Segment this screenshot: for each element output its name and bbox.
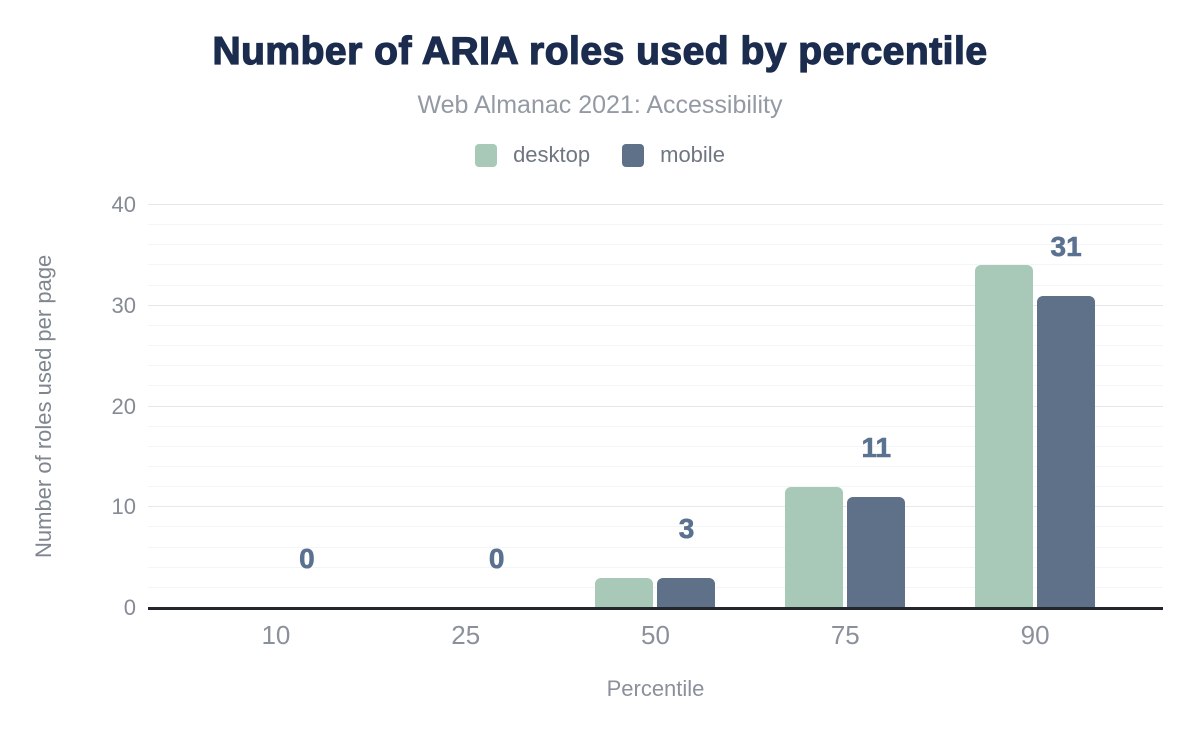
y-tick-label-30: 30	[111, 292, 136, 318]
minor-gridline	[148, 465, 1163, 467]
chart-legend: desktop mobile	[0, 142, 1200, 168]
major-gridline	[148, 405, 1163, 407]
bar-mobile-50[interactable]	[657, 577, 716, 608]
bar-value-label-75: 11	[861, 432, 892, 464]
y-axis-title: Number of roles used per page	[31, 254, 56, 559]
bar-desktop-50[interactable]	[595, 577, 654, 608]
major-gridline	[148, 506, 1163, 508]
minor-gridline	[148, 385, 1163, 387]
bar-value-label-10: 0	[299, 543, 315, 574]
major-gridline	[148, 304, 1163, 306]
bars-layer: 0 10 0 25 3 50 11 75 31 90	[148, 205, 1163, 650]
minor-gridline	[148, 425, 1163, 427]
legend-label: mobile	[660, 142, 725, 167]
legend-label: desktop	[513, 142, 591, 167]
x-tick-label-75: 75	[830, 620, 860, 650]
legend-item-mobile[interactable]: mobile	[622, 142, 725, 168]
x-tick-label-25: 25	[451, 620, 481, 650]
x-tick-label-90: 90	[1020, 620, 1050, 650]
y-tick-label-40: 40	[111, 192, 136, 217]
y-tick-label-10: 10	[111, 494, 136, 520]
category-band-50: 3 50	[561, 205, 751, 650]
minor-gridline	[148, 486, 1163, 488]
minor-gridline	[148, 345, 1163, 347]
minor-gridline	[148, 526, 1163, 528]
minor-gridline	[148, 445, 1163, 447]
plot-area: 0 10 20 30 40 0 10 0 25 3 50 11 75 31 90	[112, 194, 1163, 650]
bar-desktop-75[interactable]	[785, 487, 844, 608]
chart-title: Number of ARIA roles used by percentile	[212, 29, 988, 73]
category-band-10: 0 10	[181, 205, 371, 650]
bar-mobile-75[interactable]	[847, 497, 906, 608]
chart-subtitle: Web Almanac 2021: Accessibility	[417, 91, 783, 119]
y-tick-label-0: 0	[123, 595, 136, 620]
minor-gridline	[148, 224, 1163, 226]
bar-value-label-90: 31	[1050, 230, 1082, 262]
minor-gridline	[148, 284, 1163, 286]
minor-gridline	[148, 264, 1163, 266]
category-band-90: 31 90	[940, 205, 1130, 650]
y-tick-label-20: 20	[111, 393, 136, 419]
minor-gridline	[148, 244, 1163, 246]
bar-mobile-90[interactable]	[1037, 295, 1096, 608]
minor-gridline	[148, 324, 1163, 326]
x-tick-label-10: 10	[261, 620, 291, 650]
category-band-25: 0 25	[371, 205, 561, 650]
bar-value-label-50: 3	[678, 512, 695, 544]
bar-value-label-25: 0	[488, 543, 505, 574]
legend-swatch-desktop	[475, 143, 498, 167]
minor-gridline	[148, 546, 1163, 548]
minor-gridline	[148, 365, 1163, 367]
category-band-75: 11 75	[750, 205, 940, 650]
x-axis-title: Percentile	[606, 676, 705, 701]
major-gridline	[148, 204, 1163, 205]
legend-item-desktop[interactable]: desktop	[475, 142, 590, 168]
minor-gridline	[148, 566, 1163, 568]
legend-swatch-mobile	[622, 143, 645, 167]
bar-desktop-90[interactable]	[975, 265, 1034, 608]
x-axis-line	[148, 607, 1163, 610]
minor-gridline	[148, 586, 1163, 588]
x-tick-label-50: 50	[641, 620, 670, 650]
